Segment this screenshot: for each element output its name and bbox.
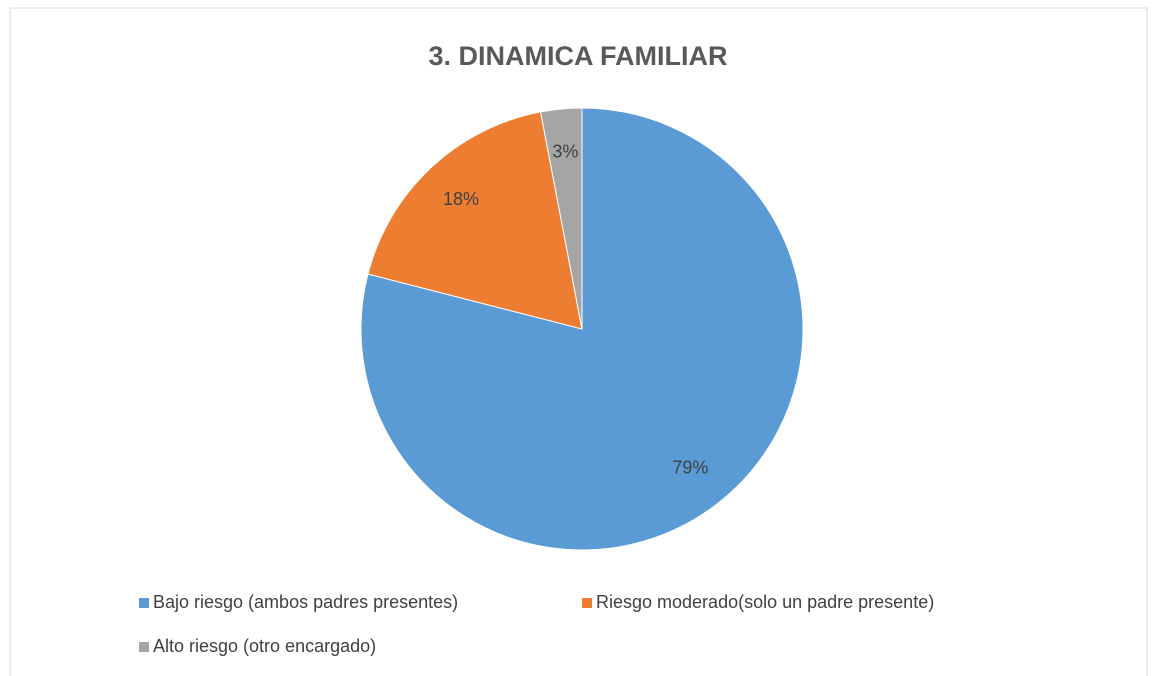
legend-label: Bajo riesgo (ambos padres presentes) (153, 592, 458, 612)
legend-label: Riesgo moderado(solo un padre presente) (596, 592, 934, 612)
chart-title: 3. DINAMICA FAMILIAR (429, 41, 728, 71)
pie-slice (540, 107, 583, 330)
pie-slice (367, 111, 583, 330)
legend-swatch (582, 598, 592, 608)
legend-swatch (139, 598, 149, 608)
value-label: 18% (443, 189, 479, 209)
legend-label: Alto riesgo (otro encargado) (153, 636, 376, 656)
chart-frame (9, 7, 1148, 676)
value-label: 79% (672, 457, 708, 477)
legend-swatch (139, 642, 149, 652)
value-label: 3% (552, 142, 578, 162)
